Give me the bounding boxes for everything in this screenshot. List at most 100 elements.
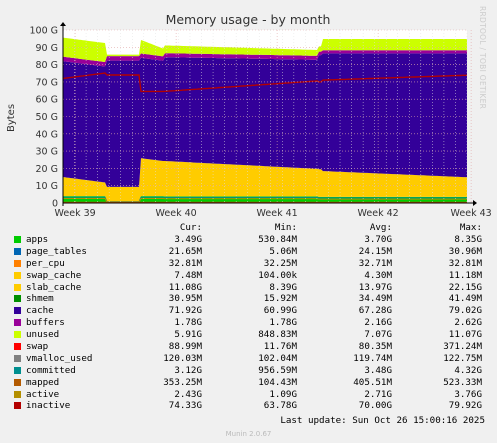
series-name: shmem — [26, 293, 54, 305]
series-avg: 32.71M — [358, 257, 392, 269]
area-buffers — [63, 50, 467, 67]
series-cur: 74.33G — [168, 400, 202, 412]
series-min: 8.39G — [269, 281, 297, 293]
legend-swatch — [14, 343, 21, 351]
legend-row-vmalloc-used: vmalloc_used 120.03M 102.04M 119.74M 122.75M — [12, 353, 492, 365]
legend-header: Cur: Min: Avg: Max: — [12, 222, 492, 234]
y-tick-label: 70 G — [36, 77, 58, 88]
series-avg: 119.74M — [353, 352, 392, 364]
legend-row-apps: apps 3.49G 530.84M 3.70G 8.35G — [12, 234, 492, 246]
series-max: 79.92G — [448, 400, 482, 412]
series-min: 956.59M — [258, 364, 297, 376]
legend-swatch — [14, 259, 21, 267]
y-tick-label: 80 G — [36, 60, 58, 71]
series-max: 22.15G — [448, 281, 482, 293]
series-avg: 7.07G — [364, 329, 392, 341]
series-name: unused — [26, 329, 60, 341]
legend-row-swap-cache: swap_cache 7.48M 104.00k 4.30M 11.18M — [12, 270, 492, 282]
legend-row-cache: cache 71.92G 60.99G 67.28G 79.02G — [12, 305, 492, 317]
legend-swatch — [14, 390, 21, 398]
series-cur: 21.65M — [168, 245, 202, 257]
series-min: 5.06M — [269, 245, 297, 257]
series-avg: 405.51M — [353, 376, 392, 388]
y-tick-label: 40 G — [36, 129, 58, 140]
x-tick-label: Week 42 — [358, 208, 399, 219]
series-name: active — [26, 388, 60, 400]
series-max: 371.24M — [443, 341, 482, 353]
series-max: 41.49M — [448, 293, 482, 305]
series-name: vmalloc_used — [26, 352, 93, 364]
series-cur: 7.48M — [174, 269, 202, 281]
series-avg: 4.30M — [364, 269, 392, 281]
series-name: apps — [26, 234, 49, 245]
x-tick-label: Week 39 — [55, 208, 96, 219]
series-max: 8.35G — [454, 234, 482, 245]
series-avg: 80.35M — [358, 341, 392, 353]
series-min: 530.84M — [258, 234, 297, 245]
legend-row-mapped: mapped 353.25M 104.43M 405.51M 523.33M — [12, 377, 492, 389]
line-inactive — [62, 72, 468, 93]
series-max: 3.76G — [454, 388, 482, 400]
last-update: Last update: Sun Oct 26 15:00:16 2025 — [280, 415, 485, 426]
legend-row-shmem: shmem 30.95M 15.92M 34.49M 41.49M — [12, 293, 492, 305]
series-name: cache — [26, 305, 54, 317]
y-tick-label: 20 G — [36, 164, 58, 175]
series-avg: 3.70G — [364, 234, 392, 245]
x-tick-label: Week 40 — [156, 208, 197, 219]
x-tick-label: Week 43 — [451, 208, 492, 219]
series-min: 11.76M — [263, 341, 297, 353]
series-min: 848.83M — [258, 329, 297, 341]
legend-swatch — [14, 271, 21, 279]
series-cur: 30.95M — [168, 293, 202, 305]
y-tick-label: 30 G — [36, 147, 58, 158]
legend-row-per-cpu: per_cpu 32.81M 32.25M 32.71M 32.81M — [12, 258, 492, 270]
series-name: slab_cache — [26, 281, 82, 293]
legend-row-active: active 2.43G 1.09G 2.71G 3.76G — [12, 389, 492, 401]
legend-swatch — [14, 319, 21, 327]
area-cache — [63, 53, 467, 187]
series-max: 2.62G — [454, 317, 482, 329]
legend-row-unused: unused 5.91G 848.83M 7.07G 11.07G — [12, 329, 492, 341]
legend-swatch — [14, 295, 21, 303]
y-tick-label: 0 — [52, 199, 58, 210]
series-max: 30.96M — [448, 245, 482, 257]
header-avg: Avg: — [369, 222, 392, 233]
series-cur: 3.49G — [174, 234, 202, 245]
legend-row-buffers: buffers 1.78G 1.78G 2.16G 2.62G — [12, 317, 492, 329]
series-cur: 3.12G — [174, 364, 202, 376]
legend-row-inactive: inactive 74.33G 63.78G 70.00G 79.92G — [12, 400, 492, 412]
series-cur: 120.03M — [163, 352, 202, 364]
series-min: 63.78G — [263, 400, 297, 412]
legend-row-page-tables: page_tables 21.65M 5.06M 24.15M 30.96M — [12, 246, 492, 258]
series-cur: 71.92G — [168, 305, 202, 317]
series-min: 102.04M — [258, 352, 297, 364]
y-tick-label: 100 G — [29, 26, 58, 37]
x-tick-label: Week 41 — [257, 208, 298, 219]
series-max: 79.02G — [448, 305, 482, 317]
series-cur: 2.43G — [174, 388, 202, 400]
series-cur: 1.78G — [174, 317, 202, 329]
series-name: mapped — [26, 376, 60, 388]
series-min: 1.09G — [269, 388, 297, 400]
series-min: 104.43M — [258, 376, 297, 388]
header-max: Max: — [459, 222, 482, 233]
series-name: committed — [26, 364, 76, 376]
header-cur: Cur: — [179, 222, 202, 233]
series-min: 32.25M — [263, 257, 297, 269]
y-tick-label: 50 G — [36, 112, 58, 123]
series-avg: 24.15M — [358, 245, 392, 257]
series-max: 523.33M — [443, 376, 482, 388]
legend-swatch — [14, 247, 21, 255]
y-tick-label: 90 G — [36, 43, 58, 54]
series-name: swap_cache — [26, 269, 82, 281]
series-cur: 353.25M — [163, 376, 202, 388]
munin-version: Munin 2.0.67 — [225, 430, 272, 438]
y-tick-label: 10 G — [36, 181, 58, 192]
legend-swatch — [14, 378, 21, 386]
series-min: 60.99G — [263, 305, 297, 317]
y-tick-label: 60 G — [36, 95, 58, 106]
series-max: 11.18M — [448, 269, 482, 281]
series-name: swap — [26, 341, 49, 353]
series-min: 104.00k — [258, 269, 297, 281]
series-avg: 2.16G — [364, 317, 392, 329]
